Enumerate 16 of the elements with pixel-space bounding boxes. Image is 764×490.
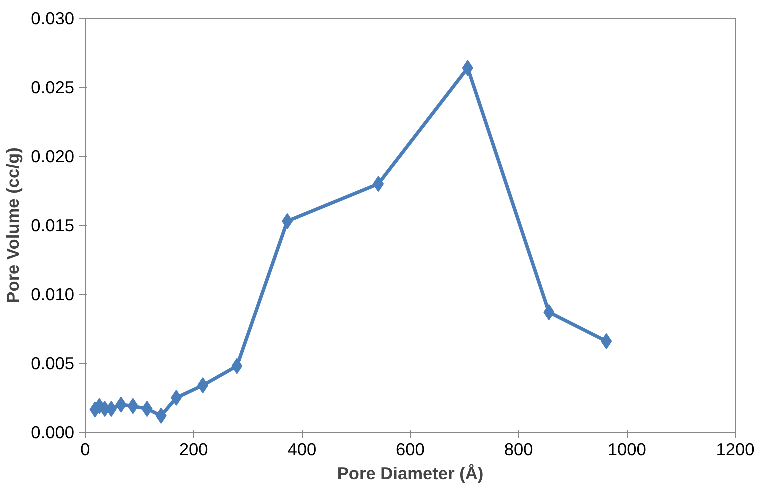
y-tick-label: 0.000 <box>31 422 75 442</box>
y-tick-label: 0.015 <box>31 216 75 236</box>
x-tick-label: 1000 <box>608 440 646 460</box>
x-axis-title: Pore Diameter (Å) <box>337 464 484 484</box>
y-tick-label: 0.030 <box>31 8 75 28</box>
y-axis-title: Pore Volume (cc/g) <box>3 148 24 304</box>
x-tick-label: 600 <box>396 440 425 460</box>
y-tick-label: 0.020 <box>31 146 75 166</box>
x-tick-label: 200 <box>179 440 208 460</box>
x-tick-label: 0 <box>80 440 90 460</box>
y-tick-label: 0.005 <box>31 354 75 374</box>
x-tick-label: 1200 <box>716 440 755 460</box>
y-tick-label: 0.025 <box>31 78 75 98</box>
x-tick-label: 800 <box>504 440 534 460</box>
x-tick-label: 400 <box>288 440 317 460</box>
y-tick-label: 0.010 <box>31 284 75 304</box>
